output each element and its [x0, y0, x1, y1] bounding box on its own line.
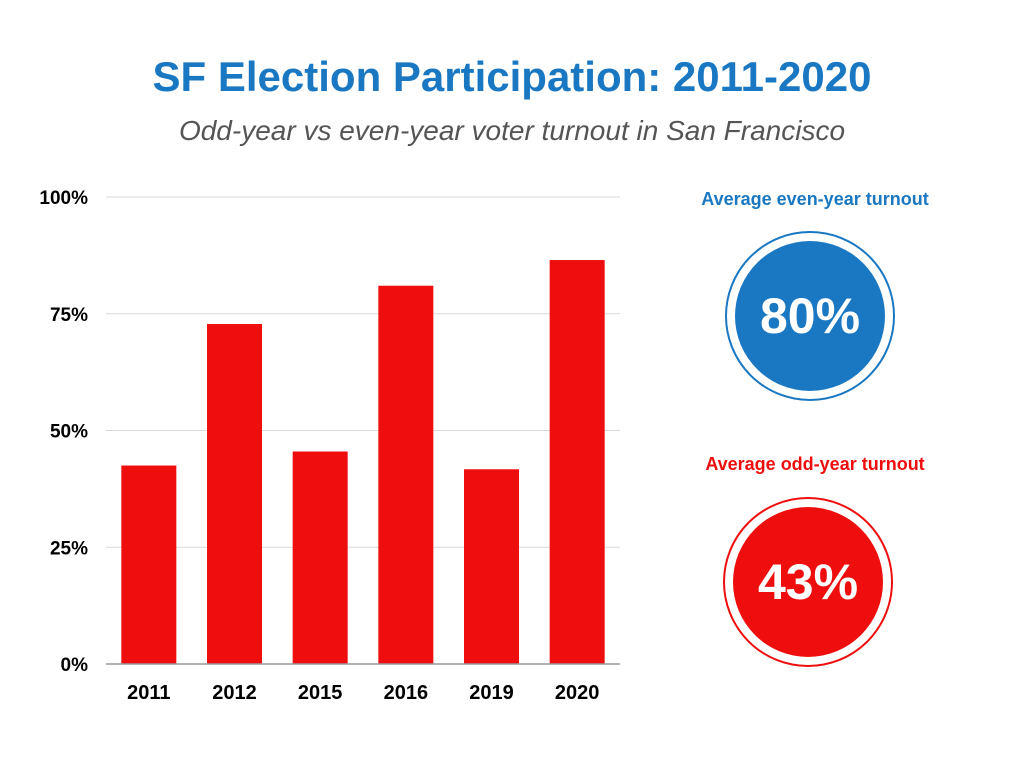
y-tick-label: 100% — [39, 188, 88, 209]
bar-2019 — [464, 469, 519, 664]
chart-title: SF Election Participation: 2011-2020 — [152, 53, 872, 100]
even-year-badge: 80% — [725, 231, 895, 401]
y-tick-label: 75% — [50, 305, 88, 326]
bar-2012 — [207, 324, 262, 664]
y-tick-label: 50% — [50, 422, 88, 443]
bar-2011 — [121, 465, 177, 664]
even-year-caption: Average even-year turnout — [701, 189, 929, 209]
odd-year-value: 43% — [733, 507, 883, 657]
x-tick-label: 2020 — [555, 682, 600, 704]
x-tick-label: 2019 — [469, 682, 514, 704]
even-year-value: 80% — [735, 241, 885, 391]
chart-subtitle: Odd-year vs even-year voter turnout in S… — [178, 115, 846, 146]
y-tick-label: 0% — [61, 655, 89, 676]
bar-chart: 0% 25% 50% 75% 100% 2011 2012 2015 2016 2019 2020 — [39, 188, 620, 704]
x-tick-label: 2011 — [127, 682, 170, 704]
bar-2015 — [292, 451, 348, 664]
x-tick-label: 2015 — [298, 682, 343, 704]
odd-year-caption: Average odd-year turnout — [705, 454, 925, 474]
x-tick-label: 2012 — [212, 682, 257, 704]
y-tick-label: 25% — [50, 538, 88, 559]
odd-year-badge: 43% — [723, 497, 893, 667]
x-tick-label: 2016 — [384, 682, 429, 704]
bar-2016 — [378, 285, 434, 664]
bar-2020 — [549, 260, 605, 664]
